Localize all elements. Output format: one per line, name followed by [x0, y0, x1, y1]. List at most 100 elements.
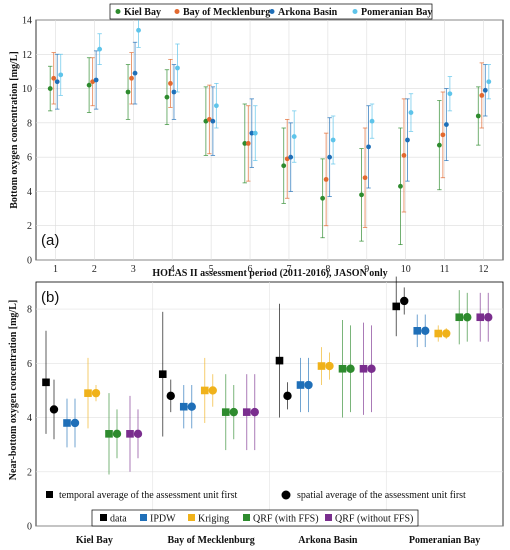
x-tick-label: 7 — [286, 264, 291, 275]
category-label-pomeranian-bay: Pomeranian Bay — [409, 535, 480, 546]
legend-label-ipdw: IPDW — [150, 514, 176, 525]
circle-kriging — [442, 329, 451, 338]
circle-data — [49, 405, 59, 414]
y-tick-label: 2 — [27, 467, 32, 478]
point-pomeranian-bay — [330, 137, 336, 143]
legend-label-arkona-basin: Arkona Basin — [278, 7, 338, 18]
point-kiel-bay — [436, 142, 442, 148]
point-kiel-bay — [398, 183, 403, 189]
circle-kriging — [325, 361, 334, 371]
y-tick-label: 10 — [22, 84, 32, 95]
circle-qrf-with-ffs — [112, 429, 122, 439]
panel-b-method-legend: data IPDW Kriging QRF (with FFS) QRF (withou… — [91, 509, 419, 527]
square-ipdw — [413, 327, 422, 335]
circle-qrf-without-ffs — [484, 313, 493, 322]
point-kiel-bay — [125, 89, 131, 95]
legend-label-data: data — [110, 514, 127, 525]
panel-a-ylabel: Bottom oxygen concentration [mg/L] — [9, 51, 20, 208]
square-qrf-with-ffs — [221, 408, 230, 416]
point-pomeranian-bay — [252, 130, 258, 136]
x-tick-label: 2 — [92, 264, 97, 275]
point-bay-of-mecklenburg — [362, 175, 368, 181]
point-kiel-bay — [475, 113, 481, 119]
point-kiel-bay — [86, 82, 92, 88]
square-data — [42, 378, 50, 387]
circle-ipdw — [187, 402, 196, 411]
square-kriging — [434, 329, 443, 338]
y-tick-label: 6 — [27, 153, 32, 164]
y-tick-label: 4 — [27, 413, 32, 424]
panel-b-grid — [36, 282, 503, 527]
point-arkona-basin — [132, 70, 138, 76]
legend-marker-kiel-bay — [115, 9, 121, 14]
point-arkona-basin — [405, 137, 410, 143]
circle-qrf-without-ffs — [250, 407, 259, 417]
circle-kriging — [208, 386, 217, 395]
x-tick-label: 12 — [479, 264, 489, 275]
square-ipdw — [179, 402, 188, 411]
legend-marker-pomeranian-bay — [352, 9, 358, 14]
y-tick-label: 4 — [27, 187, 32, 198]
category-label-kiel-bay: Kiel Bay — [76, 535, 113, 546]
y-tick-label: 0 — [27, 522, 32, 533]
point-arkona-basin — [327, 154, 333, 160]
square-kriging — [84, 389, 92, 397]
point-bay-of-mecklenburg — [323, 177, 329, 182]
point-arkona-basin — [482, 87, 488, 93]
square-kriging — [317, 362, 326, 370]
y-tick-label: 0 — [27, 256, 32, 267]
point-kiel-bay — [242, 141, 248, 146]
legend-marker-bay-of-mecklenburg — [174, 9, 180, 14]
x-tick-label: 5 — [209, 264, 214, 275]
x-tick-label: 6 — [248, 264, 253, 275]
x-tick-label: 10 — [401, 264, 411, 275]
square-ipdw — [63, 419, 71, 427]
legend-label-kiel-bay: Kiel Bay — [124, 7, 161, 18]
point-bay-of-mecklenburg — [401, 153, 407, 158]
y-tick-label: 8 — [27, 118, 32, 129]
point-arkona-basin — [288, 154, 294, 160]
point-bay-of-mecklenburg — [479, 93, 485, 98]
point-pomeranian-bay — [97, 46, 103, 52]
point-bay-of-mecklenburg — [129, 75, 134, 81]
panel-b-label: (b) — [41, 289, 59, 306]
panel-b-marker-legend: temporal average of the assessment unit … — [46, 490, 466, 501]
legend-swatch-ipdw — [140, 514, 147, 521]
y-tick-label: 12 — [22, 50, 32, 61]
legend-swatch-qrf-without-ffs — [325, 514, 332, 521]
panel-a-xlabel: HOLAS II assessment period (2011-2016), … — [152, 268, 387, 279]
point-arkona-basin — [54, 79, 60, 85]
point-pomeranian-bay — [213, 103, 219, 109]
y-tick-label: 14 — [22, 16, 32, 27]
point-pomeranian-bay — [175, 65, 180, 71]
circle-ipdw — [421, 326, 430, 335]
point-kiel-bay — [359, 192, 364, 198]
circle-ipdw — [70, 418, 80, 428]
point-arkona-basin — [171, 89, 177, 95]
point-kiel-bay — [164, 94, 170, 100]
category-label-bay-of-mecklenburg: Bay of Mecklenburg — [168, 535, 255, 546]
point-bay-of-mecklenburg — [245, 141, 251, 146]
x-tick-label: 11 — [440, 264, 450, 275]
circle-data — [283, 391, 292, 401]
square-qrf-without-ffs — [359, 364, 368, 373]
point-pomeranian-bay — [369, 118, 375, 124]
point-bay-of-mecklenburg — [440, 132, 446, 138]
point-bay-of-mecklenburg — [51, 75, 57, 81]
marker-legend-temporal: temporal average of the assessment unit … — [59, 490, 237, 501]
circle-marker-icon — [281, 490, 291, 500]
panel-a-legend: Kiel Bay Bay of Mecklenburg Arkona Basin Po… — [109, 3, 432, 20]
panel-a-frame — [35, 19, 504, 261]
legend-swatch-qrf-with-ffs — [243, 514, 250, 521]
square-qrf-without-ffs — [476, 313, 485, 322]
square-marker-icon — [46, 491, 53, 498]
square-data — [158, 370, 167, 378]
point-kiel-bay — [320, 195, 326, 201]
circle-qrf-with-ffs — [229, 407, 238, 417]
circle-qrf-without-ffs — [133, 429, 143, 439]
circle-ipdw — [304, 380, 313, 390]
point-pomeranian-bay — [58, 72, 64, 78]
legend-label-qrf-with-ffs: QRF (with FFS) — [253, 514, 319, 525]
legend-swatch-data — [100, 514, 107, 521]
